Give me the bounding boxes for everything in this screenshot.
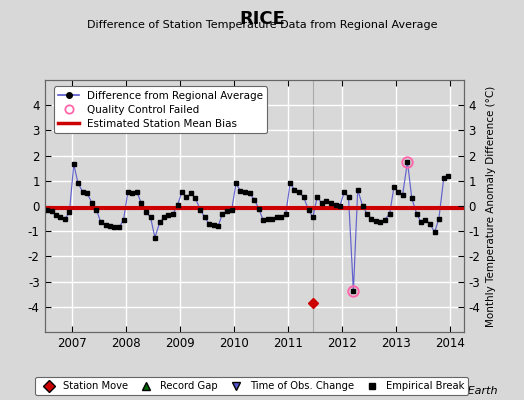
Legend: Difference from Regional Average, Quality Control Failed, Estimated Station Mean: Difference from Regional Average, Qualit…: [54, 86, 267, 133]
Y-axis label: Monthly Temperature Anomaly Difference (°C): Monthly Temperature Anomaly Difference (…: [486, 85, 496, 327]
Text: Berkeley Earth: Berkeley Earth: [416, 386, 498, 396]
Text: Difference of Station Temperature Data from Regional Average: Difference of Station Temperature Data f…: [87, 20, 437, 30]
Legend: Station Move, Record Gap, Time of Obs. Change, Empirical Break: Station Move, Record Gap, Time of Obs. C…: [35, 377, 468, 395]
Text: RICE: RICE: [239, 10, 285, 28]
